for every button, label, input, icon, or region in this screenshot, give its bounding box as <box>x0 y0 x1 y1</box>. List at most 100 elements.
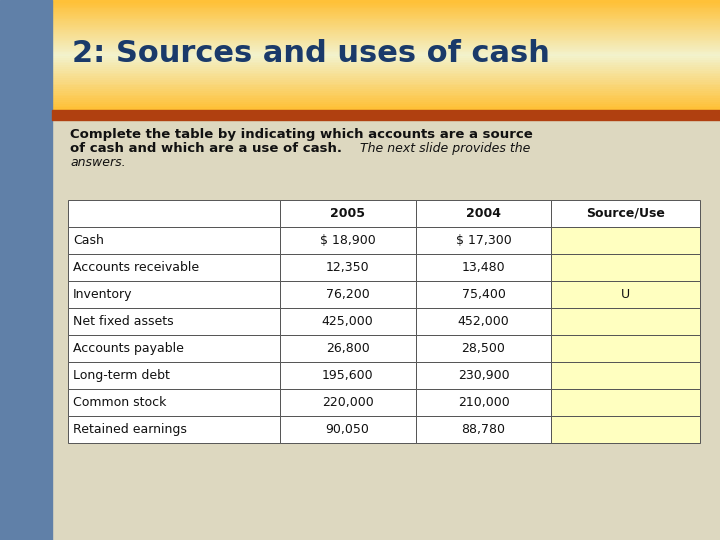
Text: 2005: 2005 <box>330 207 365 220</box>
Bar <box>52 64 720 66</box>
Bar <box>52 65 720 68</box>
Text: Source/Use: Source/Use <box>586 207 665 220</box>
Bar <box>52 55 720 57</box>
Bar <box>552 389 700 416</box>
Text: 195,600: 195,600 <box>322 369 374 382</box>
Bar <box>52 95 720 97</box>
Bar <box>52 38 720 40</box>
Bar <box>52 25 720 28</box>
Text: 75,400: 75,400 <box>462 288 505 301</box>
Text: 88,780: 88,780 <box>462 423 505 436</box>
Bar <box>68 281 280 308</box>
Text: 12,350: 12,350 <box>326 261 369 274</box>
Bar <box>52 3 720 5</box>
Bar <box>52 98 720 101</box>
Bar <box>52 110 720 120</box>
Bar <box>415 335 552 362</box>
Bar <box>52 68 720 70</box>
Bar <box>52 1 720 4</box>
Bar <box>552 254 700 281</box>
Bar <box>52 14 720 17</box>
Text: Net fixed assets: Net fixed assets <box>73 315 174 328</box>
Bar <box>52 51 720 53</box>
Bar <box>68 335 280 362</box>
Text: 90,050: 90,050 <box>325 423 369 436</box>
Text: 452,000: 452,000 <box>458 315 510 328</box>
Bar <box>280 362 415 389</box>
Bar <box>415 254 552 281</box>
Bar <box>552 227 700 254</box>
Bar <box>552 200 700 227</box>
Bar <box>415 281 552 308</box>
Bar <box>52 97 720 99</box>
Bar <box>52 71 720 73</box>
Bar <box>280 335 415 362</box>
Text: of cash and which are a use of cash.: of cash and which are a use of cash. <box>70 142 342 155</box>
Bar <box>52 36 720 38</box>
Bar <box>52 42 720 44</box>
Bar <box>0 0 52 540</box>
Bar <box>280 200 415 227</box>
Bar <box>52 12 720 15</box>
Bar <box>52 7 720 9</box>
Bar <box>52 75 720 77</box>
Bar <box>52 77 720 79</box>
Bar <box>52 78 720 80</box>
Bar <box>52 31 720 33</box>
Bar <box>68 200 280 227</box>
Bar <box>52 27 720 29</box>
Text: 425,000: 425,000 <box>322 315 374 328</box>
Bar <box>68 416 280 443</box>
Text: 2: Sources and uses of cash: 2: Sources and uses of cash <box>72 38 550 68</box>
Text: 230,900: 230,900 <box>458 369 509 382</box>
Bar <box>280 281 415 308</box>
Text: 220,000: 220,000 <box>322 396 374 409</box>
Text: 26,800: 26,800 <box>325 342 369 355</box>
Bar <box>52 86 720 88</box>
Text: Long-term debt: Long-term debt <box>73 369 170 382</box>
Bar <box>552 335 700 362</box>
Text: 13,480: 13,480 <box>462 261 505 274</box>
Text: Common stock: Common stock <box>73 396 166 409</box>
Text: Accounts payable: Accounts payable <box>73 342 184 355</box>
Text: 210,000: 210,000 <box>458 396 510 409</box>
Bar <box>52 47 720 50</box>
Bar <box>52 44 720 46</box>
Bar <box>552 281 700 308</box>
Bar <box>52 29 720 31</box>
Bar <box>52 5 720 8</box>
Bar <box>280 416 415 443</box>
Bar <box>52 73 720 75</box>
Text: The next slide provides the: The next slide provides the <box>352 142 531 155</box>
Text: 76,200: 76,200 <box>325 288 369 301</box>
Bar <box>52 106 720 108</box>
Bar <box>52 60 720 62</box>
Bar <box>52 19 720 22</box>
Bar <box>552 362 700 389</box>
Bar <box>415 200 552 227</box>
Bar <box>68 308 280 335</box>
Bar <box>68 362 280 389</box>
Bar <box>52 80 720 83</box>
Bar <box>52 0 720 2</box>
Bar <box>52 104 720 106</box>
Text: U: U <box>621 288 630 301</box>
Bar <box>52 91 720 93</box>
Bar <box>52 100 720 103</box>
Bar <box>52 102 720 105</box>
Bar <box>415 227 552 254</box>
Text: 2004: 2004 <box>466 207 501 220</box>
Bar <box>52 32 720 35</box>
Bar <box>415 416 552 443</box>
Text: answers.: answers. <box>70 156 125 169</box>
Bar <box>52 87 720 90</box>
Bar <box>52 23 720 26</box>
Text: 28,500: 28,500 <box>462 342 505 355</box>
Text: Accounts receivable: Accounts receivable <box>73 261 199 274</box>
Bar <box>52 40 720 42</box>
Bar <box>52 62 720 64</box>
Bar <box>52 9 720 11</box>
Bar <box>52 93 720 96</box>
Bar <box>52 107 720 110</box>
Bar <box>415 308 552 335</box>
